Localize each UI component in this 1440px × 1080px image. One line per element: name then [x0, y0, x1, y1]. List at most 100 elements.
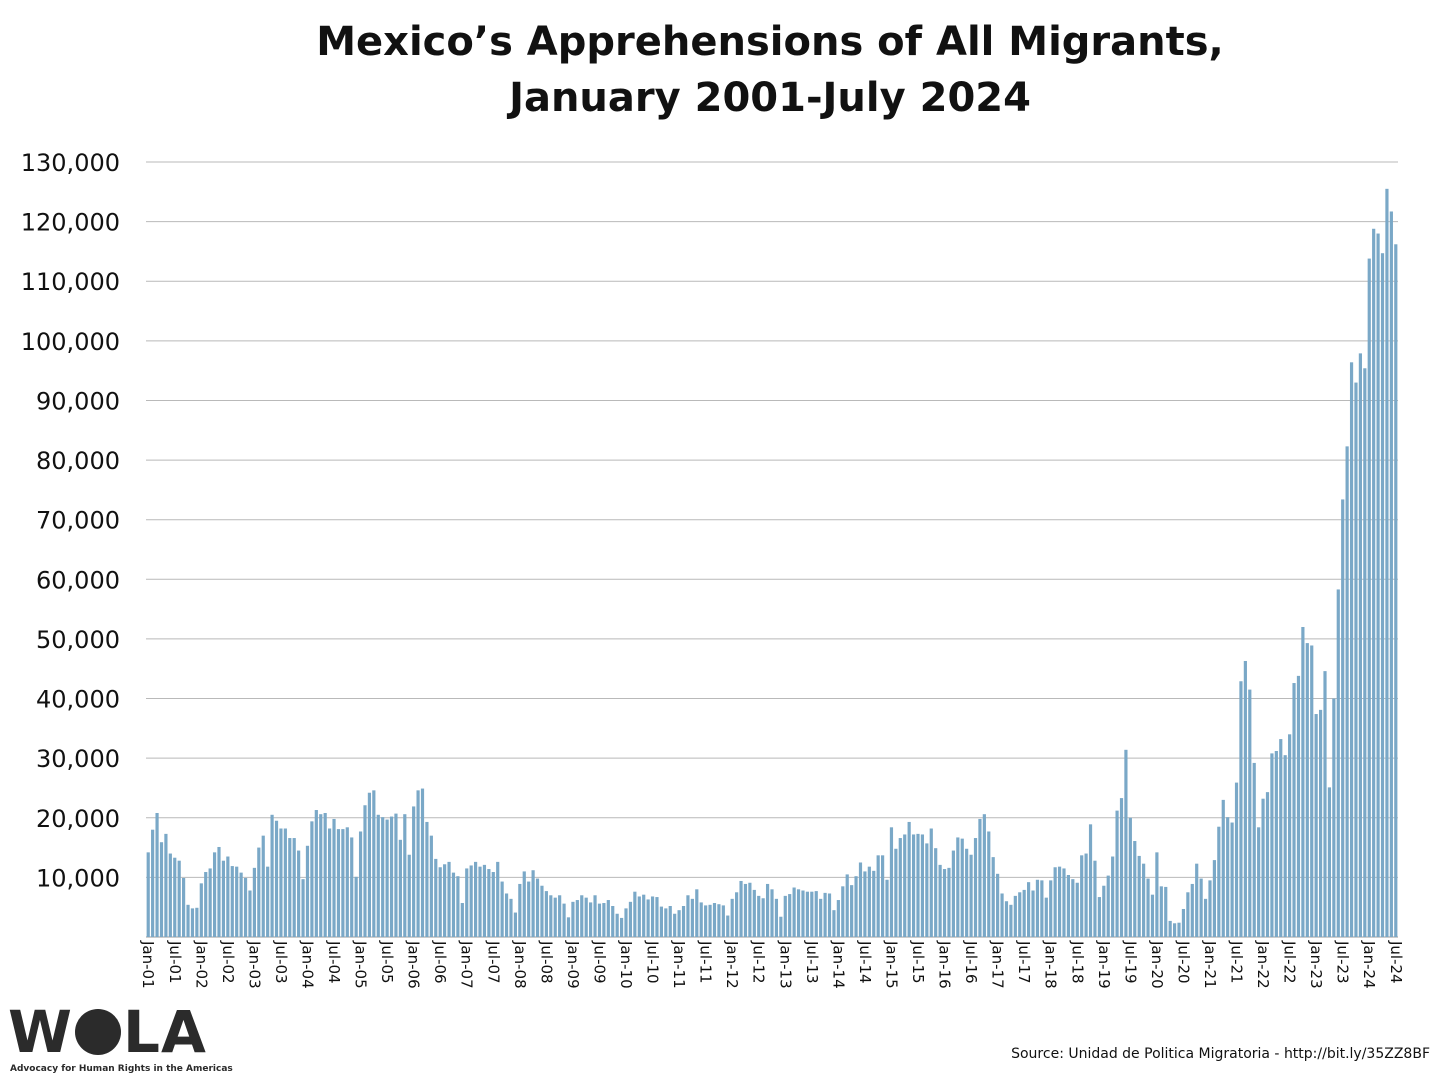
bar — [858, 862, 863, 937]
bar — [597, 903, 602, 937]
x-tick-label: Jan-08 — [511, 940, 529, 989]
bar — [686, 895, 690, 937]
bar-chart: 10,000 20,000 30,000 40,000 50,000 60,000 70,0… — [21, 149, 1405, 989]
bar — [1279, 739, 1283, 937]
bar — [177, 860, 181, 937]
bar — [916, 833, 920, 937]
bar — [969, 854, 973, 937]
bar — [1221, 799, 1225, 937]
x-tick-label: Jan-03 — [245, 940, 263, 989]
y-axis-ticks: 10,000 20,000 30,000 40,000 50,000 60,000 70,0… — [21, 149, 120, 892]
bar — [491, 872, 495, 937]
x-tick-label: Jul-11 — [697, 940, 715, 984]
bar — [363, 805, 367, 937]
bar — [482, 864, 487, 937]
bar — [1057, 866, 1062, 937]
bar — [553, 897, 557, 937]
bar — [823, 892, 827, 937]
x-tick-label: Jan-24 — [1360, 940, 1378, 989]
bar — [730, 898, 734, 937]
bar — [925, 843, 929, 937]
bar — [283, 828, 287, 937]
bar — [1372, 228, 1376, 937]
x-tick-label: Jan-01 — [139, 940, 157, 989]
bar — [1270, 753, 1274, 937]
bar — [1332, 698, 1336, 937]
bar — [367, 792, 372, 937]
bar — [770, 889, 774, 937]
bar — [655, 897, 659, 937]
y-tick-label: 70,000 — [36, 507, 120, 535]
bar — [664, 908, 668, 937]
bar — [239, 872, 243, 937]
bar — [712, 903, 717, 937]
bar — [1274, 751, 1278, 937]
bar — [425, 821, 429, 937]
y-tick-label: 90,000 — [36, 387, 120, 415]
bar — [606, 900, 610, 937]
bar — [1345, 446, 1349, 937]
bar — [881, 855, 885, 937]
bar — [850, 885, 854, 937]
y-tick-label: 50,000 — [36, 626, 120, 654]
bar — [602, 903, 606, 937]
bar — [690, 898, 694, 937]
bar — [695, 889, 699, 937]
bar — [270, 814, 274, 937]
bar — [646, 899, 650, 937]
bar — [416, 790, 420, 937]
bar — [624, 908, 628, 937]
y-tick-label: 10,000 — [36, 864, 120, 892]
bar — [372, 790, 376, 937]
x-tick-label: Jan-04 — [298, 940, 316, 989]
bar — [584, 897, 588, 937]
bar — [1385, 188, 1389, 937]
bars — [146, 188, 1398, 938]
bar — [266, 866, 270, 937]
wola-logo-mark: W LA — [8, 998, 207, 1066]
bar — [814, 891, 818, 937]
x-tick-label: Jul-20 — [1174, 940, 1192, 984]
bar — [1336, 589, 1340, 937]
x-tick-label: Jul-17 — [1015, 940, 1033, 984]
bar — [1252, 762, 1256, 937]
bar — [903, 834, 907, 937]
bar — [164, 833, 168, 937]
bar — [1000, 893, 1004, 937]
bar — [619, 917, 624, 937]
x-tick-label: Jan-15 — [882, 940, 900, 989]
bar — [1172, 923, 1177, 937]
bar — [841, 886, 845, 937]
bar — [571, 901, 575, 937]
bar — [1190, 883, 1194, 937]
source-note: Source: Unidad de Politica Migratoria - … — [1011, 1046, 1430, 1062]
bar — [328, 828, 332, 937]
bar — [1296, 675, 1301, 937]
bar — [305, 845, 310, 937]
bar — [1066, 875, 1071, 937]
bar — [996, 873, 1000, 937]
bar — [1367, 258, 1371, 938]
bar — [854, 876, 858, 937]
bar — [1239, 681, 1243, 937]
bar — [1111, 856, 1115, 937]
bar — [204, 872, 208, 937]
x-tick-label: Jan-10 — [617, 940, 635, 989]
bar — [774, 898, 779, 937]
bar — [389, 816, 394, 937]
bar — [845, 874, 849, 937]
chart-title: Mexico’s Apprehensions of All Migrants, … — [0, 14, 1440, 126]
bar — [898, 838, 902, 937]
bar — [575, 900, 579, 937]
x-tick-label: Jan-07 — [458, 940, 476, 989]
bar — [1248, 689, 1252, 937]
bar — [1080, 855, 1084, 937]
bar — [668, 906, 672, 937]
bar — [832, 910, 836, 937]
bar — [1208, 880, 1212, 937]
bar — [894, 848, 898, 937]
bar — [522, 871, 526, 937]
bar — [593, 895, 597, 937]
bar — [819, 898, 823, 937]
x-tick-label: Jul-12 — [750, 940, 768, 984]
